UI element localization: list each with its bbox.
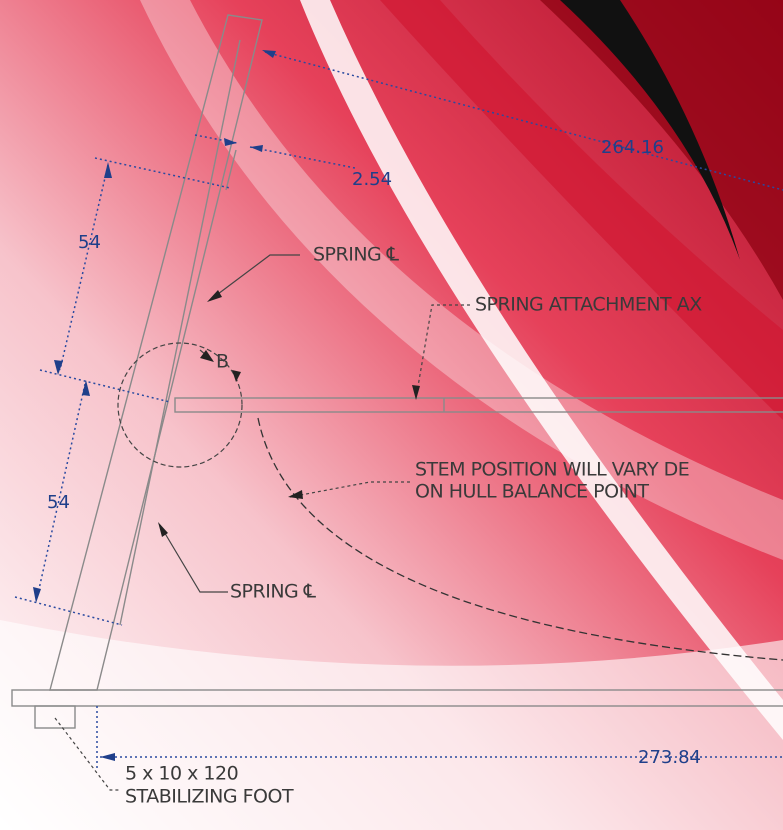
note: 5 x 10 x 120 bbox=[125, 763, 238, 785]
dimension-values: 264.16 2.54 54 54 273.84 bbox=[47, 137, 701, 768]
detail-label: B bbox=[216, 351, 229, 373]
note: SPRING ℄ bbox=[313, 244, 400, 266]
dimension-value: 273.84 bbox=[638, 747, 701, 768]
dimension-value: 264.16 bbox=[601, 137, 664, 158]
dimension-value: 54 bbox=[78, 232, 101, 253]
note: SPRING ℄ bbox=[230, 581, 317, 603]
dimension-value: 2.54 bbox=[352, 169, 392, 190]
note: STABILIZING FOOT bbox=[125, 786, 294, 808]
notes: SPRING ℄ SPRING ATTACHMENT AX B STEM POS… bbox=[125, 244, 703, 808]
dimension-value: 54 bbox=[47, 492, 70, 513]
leaders bbox=[54, 254, 470, 791]
geometry bbox=[11, 14, 783, 729]
dimension-lines bbox=[14, 50, 783, 770]
note: SPRING ATTACHMENT AX bbox=[475, 294, 702, 316]
note: STEM POSITION WILL VARY DE bbox=[415, 459, 689, 481]
note: ON HULL BALANCE POINT bbox=[415, 481, 649, 503]
